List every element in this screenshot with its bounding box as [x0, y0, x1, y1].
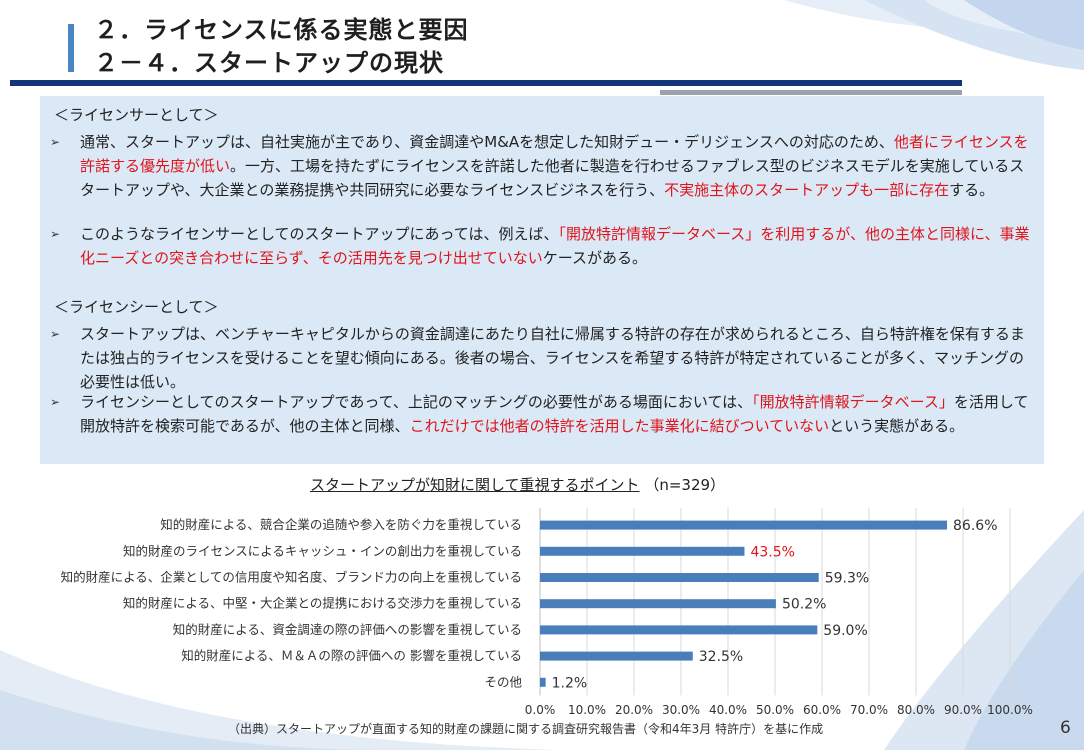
highlighted-text: 「開放特許情報データベース」を利用するが、他の主体と同様に、事業化ニーズとの突き…	[80, 225, 1030, 267]
licensor-bullet-2: ➢ このようなライセンサーとしてのスタートアップにあっては、例えば、「開放特許情…	[50, 222, 1034, 270]
chart-title: スタートアップが知財に関して重視するポイント （n=329）	[310, 474, 725, 495]
text-segment: このようなライセンサーとしてのスタートアップにあっては、例えば、	[80, 225, 559, 243]
page-title: ２．ライセンスに係る実態と要因 ２－４．スタートアップの現状	[94, 14, 469, 80]
bullet-text: スタートアップは、ベンチャーキャピタルからの資金調達にあたり自社に帰属する特許の…	[80, 322, 1034, 394]
text-segment: 。一方、工場を持たずにライセンスを許諾した他者に製造を行わせるファブレス型のビジ…	[80, 157, 1025, 199]
category-label: その他	[484, 674, 522, 689]
bullet-arrow-icon: ➢	[50, 227, 61, 241]
x-tick-label: 90.0%	[944, 703, 982, 717]
decorative-swoosh-top	[664, 0, 1084, 110]
source-note: （出典）スタートアップが直面する知的財産の課題に関する調査研究報告書（令和4年3…	[228, 722, 824, 736]
data-label: 1.2%	[552, 675, 588, 691]
bullet-arrow-icon: ➢	[50, 327, 61, 341]
text-segment: ケースがある。	[542, 249, 648, 267]
page-number: 6	[1060, 718, 1071, 738]
data-label: 59.3%	[825, 571, 869, 587]
highlighted-text: これだけでは他者の特許を活用した事業化に結びついていない	[409, 417, 830, 435]
category-label: 知的財産による、資金調達の際の評価への影響を重視している	[173, 622, 522, 637]
title-accent-bar	[68, 24, 74, 72]
bar	[540, 625, 818, 635]
x-tick-label: 30.0%	[662, 703, 700, 717]
category-label: 知的財産による、競合企業の追随や参入を防ぐ力を重視している	[160, 517, 522, 532]
licensor-bullet-1: ➢ 通常、スタートアップは、自社実施が主であり、資金調達やM&Aを想定した知財デ…	[50, 130, 1034, 202]
x-tick-label: 70.0%	[850, 703, 888, 717]
title-subrule	[660, 90, 962, 95]
chart-title-main: スタートアップが知財に関して重視するポイント	[310, 476, 640, 494]
text-segment: を活用して開放特許を検索可能であるが、他の主体と同様、	[80, 393, 1029, 435]
text-segment: スタートアップは、ベンチャーキャピタルからの資金調達にあたり自社に帰属する特許の…	[80, 325, 1025, 391]
category-label: 知的財産による、Ｍ＆Ａの際の評価への 影響を重視している	[181, 648, 522, 663]
text-segment: ライセンシーとしてのスタートアップであって、上記のマッチングの必要性がある場面に…	[80, 393, 753, 411]
summary-panel: ＜ライセンサーとして＞ ➢ 通常、スタートアップは、自社実施が主であり、資金調達…	[40, 96, 1044, 464]
bullet-text: ライセンシーとしてのスタートアップであって、上記のマッチングの必要性がある場面に…	[80, 390, 1034, 438]
data-label: 43.5%	[750, 544, 794, 560]
page-title-line1: ２．ライセンスに係る実態と要因	[94, 16, 469, 44]
category-label: 知的財産による、企業としての信用度や知名度、ブランド力の向上を重視している	[61, 570, 522, 585]
bullet-arrow-icon: ➢	[50, 135, 61, 149]
chart-title-n: （n=329）	[644, 476, 726, 494]
bar	[540, 651, 693, 661]
category-label: 知的財産のライセンスによるキャッシュ・インの創出力を重視している	[123, 543, 522, 558]
data-label: 86.6%	[953, 518, 997, 534]
decorative-swoosh-right	[824, 510, 1084, 750]
decorative-swoosh-bottom	[0, 630, 560, 750]
x-tick-label: 80.0%	[897, 703, 935, 717]
licensee-bullet-2: ➢ ライセンシーとしてのスタートアップであって、上記のマッチングの必要性がある場…	[50, 390, 1034, 438]
text-segment: という実態がある。	[829, 417, 965, 435]
page-title-line2: ２－４．スタートアップの現状	[94, 49, 444, 77]
data-label: 59.0%	[823, 623, 867, 639]
licensor-heading: ＜ライセンサーとして＞	[54, 106, 219, 124]
bullet-text: 通常、スタートアップは、自社実施が主であり、資金調達やM&Aを想定した知財デュー…	[80, 130, 1034, 202]
x-tick-label: 0.0%	[525, 703, 556, 717]
data-label: 50.2%	[782, 597, 826, 613]
text-segment: する。	[949, 181, 995, 199]
bullet-text: このようなライセンサーとしてのスタートアップにあっては、例えば、「開放特許情報デ…	[80, 222, 1034, 270]
bar	[540, 677, 546, 687]
bar	[540, 599, 776, 609]
bar	[540, 546, 745, 556]
bar-chart: 知的財産による、競合企業の追随や参入を防ぐ力を重視している 86.6% 知的財産のラ…	[61, 508, 1033, 717]
x-tick-label: 50.0%	[756, 703, 794, 717]
highlighted-text: 「開放特許情報データベース」	[752, 393, 954, 411]
bar	[540, 573, 819, 582]
x-tick-label: 40.0%	[709, 703, 747, 717]
category-label: 知的財産による、中堅・大企業との提携における交渉力を重視している	[123, 596, 522, 611]
data-label: 32.5%	[699, 649, 743, 665]
text-segment: 通常、スタートアップは、自社実施が主であり、資金調達やM&Aを想定した知財デュー…	[80, 133, 894, 151]
highlighted-text: 不実施主体のスタートアップも一部に存在	[664, 181, 950, 199]
title-rule	[10, 80, 962, 86]
bar	[540, 520, 948, 530]
x-tick-label: 60.0%	[803, 703, 841, 717]
x-tick-label: 20.0%	[615, 703, 653, 717]
licensee-bullet-1: ➢ スタートアップは、ベンチャーキャピタルからの資金調達にあたり自社に帰属する特…	[50, 322, 1034, 394]
x-tick-label: 100.0%	[987, 703, 1033, 717]
x-tick-label: 10.0%	[568, 703, 606, 717]
highlighted-text: 他者にライセンスを許諾する優先度が低い	[80, 133, 1029, 175]
licensee-heading: ＜ライセンシーとして＞	[54, 298, 219, 316]
bullet-arrow-icon: ➢	[50, 395, 61, 409]
